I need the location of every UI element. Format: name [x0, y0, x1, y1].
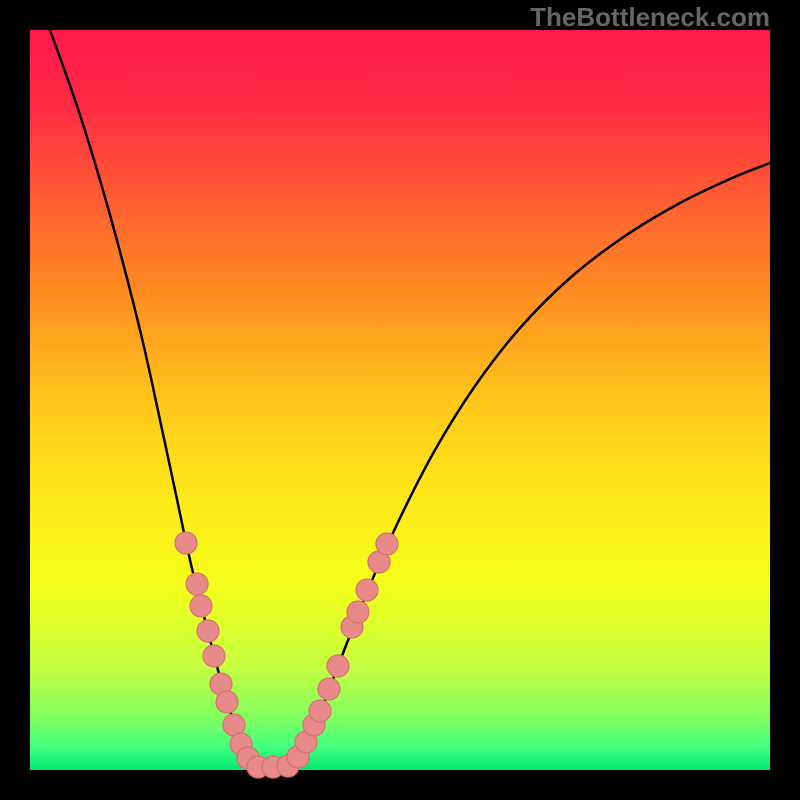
- chart-container: TheBottleneck.com: [0, 0, 800, 800]
- data-point-marker: [309, 700, 331, 722]
- data-point-marker: [203, 645, 225, 667]
- data-point-marker: [216, 691, 238, 713]
- data-point-marker: [327, 655, 349, 677]
- data-point-marker: [347, 601, 369, 623]
- bottleneck-curve: [50, 30, 770, 768]
- data-point-marker: [197, 620, 219, 642]
- data-point-marker: [356, 579, 378, 601]
- curve-svg-layer: [0, 0, 800, 800]
- data-point-marker: [376, 533, 398, 555]
- data-point-marker: [318, 678, 340, 700]
- data-point-marker: [175, 532, 197, 554]
- data-point-marker: [190, 595, 212, 617]
- data-point-marker: [186, 573, 208, 595]
